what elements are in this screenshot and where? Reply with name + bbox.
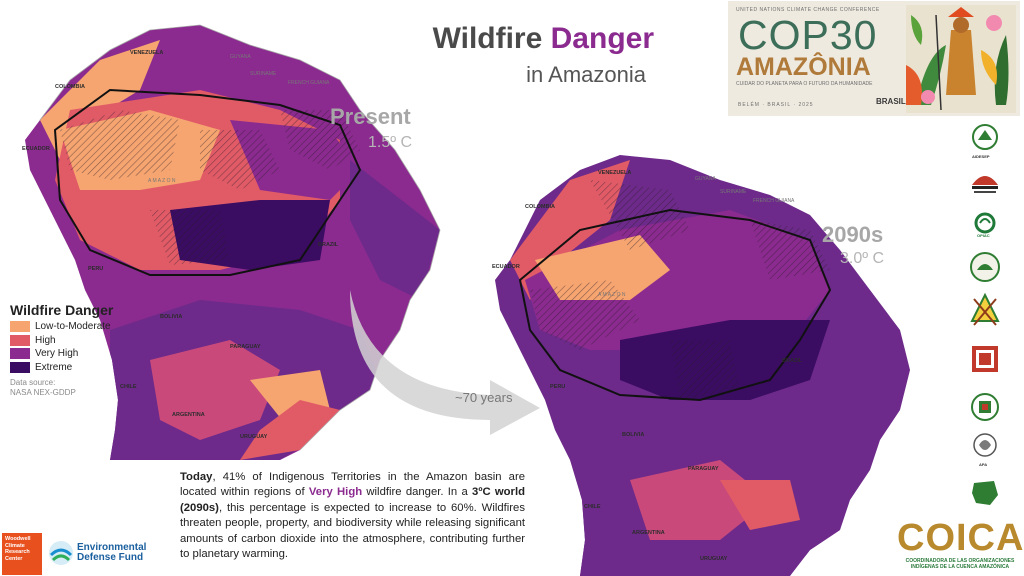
label-peru: PERU bbox=[88, 266, 103, 272]
legend-label-high: High bbox=[35, 334, 56, 346]
edf-icon bbox=[49, 541, 73, 565]
logo-aidesep-label: AIDESEP bbox=[972, 154, 990, 159]
cop30-location: BELÉM · BRASIL · 2025 bbox=[738, 102, 814, 108]
future-map: VENEZUELA GUYANA SURINAME FRENCH GUIANA … bbox=[492, 155, 910, 576]
legend-title: Wildfire Danger bbox=[10, 302, 114, 318]
label-brazil: BRAZIL bbox=[318, 242, 339, 248]
coica-subtitle: COORDINADORA DE LAS ORGANIZACIONES INDÍG… bbox=[905, 558, 1015, 570]
data-source: Data source: NASA NEX-GDDP bbox=[10, 378, 150, 398]
legend-swatch-extreme bbox=[10, 361, 30, 373]
label-venezuela-future: VENEZUELA bbox=[598, 170, 631, 176]
present-temperature: 1.5º C bbox=[368, 134, 413, 151]
arrow-label: ~70 years bbox=[455, 390, 513, 405]
logo-apa bbox=[968, 430, 1002, 464]
body-bold-today: Today bbox=[180, 471, 213, 483]
present-label: Present bbox=[330, 104, 411, 129]
label-uruguay-future: URUGUAY bbox=[700, 556, 728, 562]
future-temperature: 3.0º C bbox=[840, 250, 885, 267]
logo-orpia bbox=[968, 250, 1002, 284]
coica-logo: COICA bbox=[897, 517, 1024, 559]
cop30-tagline: CUIDAR DO PLANETA PARA O FUTURO DA HUMAN… bbox=[736, 81, 873, 87]
logo-conaie bbox=[968, 390, 1002, 424]
legend-swatch-very-high bbox=[10, 348, 30, 360]
future-label: 2090s bbox=[822, 222, 884, 247]
present-map: VENEZUELA GUYANA SURINAME FRENCH GUIANA … bbox=[22, 24, 441, 460]
label-chile-future: CHILE bbox=[584, 504, 601, 510]
label-amazon-future: A M A Z O N bbox=[598, 292, 626, 298]
label-ecuador-future: ECUADOR bbox=[492, 264, 520, 270]
label-guyana-future: GUYANA bbox=[695, 176, 716, 182]
legend-item-low: Low-to-Moderate bbox=[10, 320, 150, 334]
logo-cidob bbox=[968, 292, 1002, 327]
body-highlight: Very High bbox=[308, 486, 363, 499]
label-amazon: A M A Z O N bbox=[148, 178, 176, 184]
cop30-top-line: UNITED NATIONS CLIMATE CHANGE CONFERENCE bbox=[736, 7, 880, 13]
legend-label-very-high: Very High bbox=[35, 348, 79, 360]
cop30-banner: UNITED NATIONS CLIMATE CHANGE CONFERENCE… bbox=[728, 1, 1020, 116]
legend: Wildfire Danger Low-to-Moderate High Ver… bbox=[10, 302, 150, 398]
body-text-2: wildfire danger. In a bbox=[362, 486, 473, 499]
label-paraguay-future: PARAGUAY bbox=[688, 466, 719, 472]
body-text-1: , 41% of Indigenous Territories in the A… bbox=[180, 471, 525, 499]
label-chile: CHILE bbox=[120, 384, 137, 390]
title-part2: Danger bbox=[550, 22, 654, 55]
label-suriname-future: SURINAME bbox=[720, 189, 747, 195]
cop30-amazonia: AMAZÔNIA bbox=[736, 53, 871, 81]
label-argentina-future: ARGENTINA bbox=[632, 530, 665, 536]
label-bolivia: BOLIVIA bbox=[160, 314, 182, 320]
label-venezuela: VENEZUELA bbox=[130, 50, 163, 56]
page-title: Wildfire Danger bbox=[404, 22, 654, 56]
woodwell-logo: Woodwell Climate Research Center bbox=[2, 533, 42, 575]
logo-cnai bbox=[968, 342, 1002, 376]
legend-swatch-high bbox=[10, 334, 30, 346]
body-text-3: , this percentage is expected to increas… bbox=[180, 501, 525, 561]
cop30-main: COP30 bbox=[738, 12, 878, 58]
legend-label-extreme: Extreme bbox=[35, 361, 73, 373]
label-brazil-future: BRAZIL bbox=[782, 358, 803, 364]
label-colombia-future: COLOMBIA bbox=[525, 204, 555, 210]
logo-opiac bbox=[968, 208, 1002, 242]
cop30-brasil: BRASIL bbox=[876, 97, 906, 106]
logo-confeniae bbox=[968, 165, 1002, 199]
legend-item-high: High bbox=[10, 334, 150, 348]
legend-label-low: Low-to-Moderate bbox=[35, 321, 111, 333]
logo-apa-label: APA bbox=[979, 462, 988, 467]
title-part1: Wildfire bbox=[432, 22, 551, 55]
body-bold-3c: 3ºC world (2090s) bbox=[180, 486, 525, 514]
source-line1: Data source: bbox=[10, 378, 56, 387]
time-arrow bbox=[350, 290, 540, 435]
cop30-artwork bbox=[906, 5, 1016, 113]
label-ecuador: ECUADOR bbox=[22, 146, 50, 152]
legend-item-very-high: Very High bbox=[10, 347, 150, 361]
label-colombia: COLOMBIA bbox=[55, 84, 85, 90]
legend-swatch-low bbox=[10, 321, 30, 333]
source-line2: NASA NEX-GDDP bbox=[10, 388, 76, 397]
edf-logo-text: Environmental Defense Fund bbox=[77, 542, 147, 563]
label-paraguay: PARAGUAY bbox=[230, 344, 261, 350]
label-suriname: SURINAME bbox=[250, 71, 277, 77]
label-french-guiana-future: FRENCH GUIANA bbox=[753, 198, 795, 204]
legend-item-extreme: Extreme bbox=[10, 361, 150, 375]
label-guyana: GUYANA bbox=[230, 54, 251, 60]
logo-opiac-label: OPIAC bbox=[977, 233, 990, 238]
logo-foag bbox=[968, 475, 1002, 509]
label-uruguay: URUGUAY bbox=[240, 434, 268, 440]
logo-aidesep bbox=[968, 122, 1002, 156]
body-paragraph: Today, 41% of Indigenous Territories in … bbox=[180, 470, 525, 562]
label-peru-future: PERU bbox=[550, 384, 565, 390]
label-argentina: ARGENTINA bbox=[172, 412, 205, 418]
label-bolivia-future: BOLIVIA bbox=[622, 432, 644, 438]
page-subtitle: in Amazonia bbox=[526, 62, 646, 87]
label-french-guiana: FRENCH GUIANA bbox=[288, 80, 330, 86]
